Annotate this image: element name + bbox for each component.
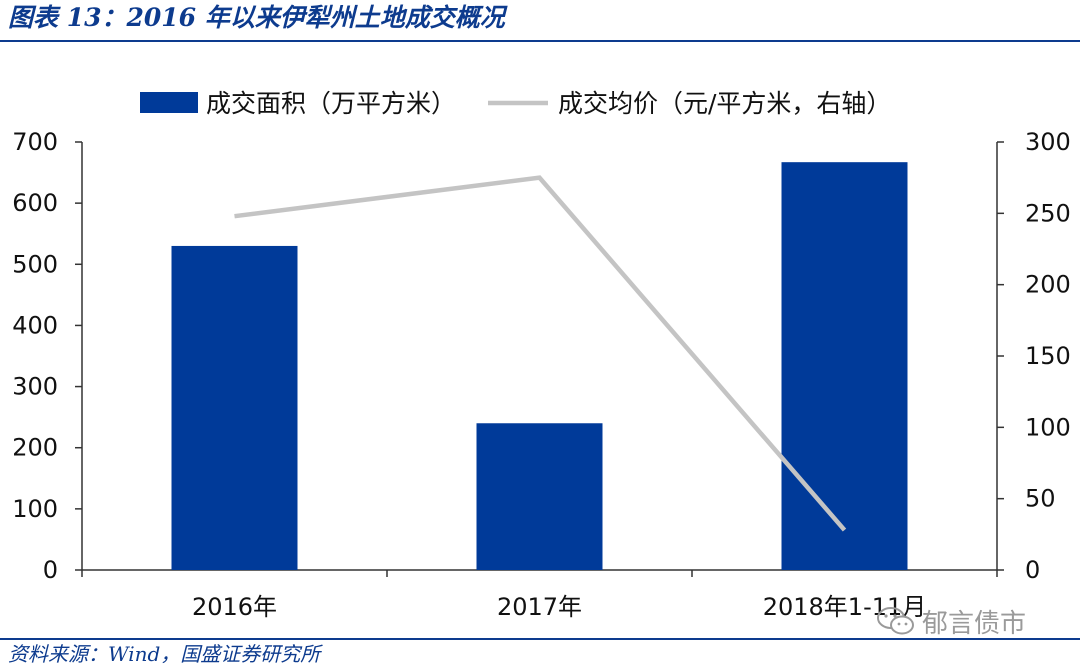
legend-bar-swatch xyxy=(140,92,198,113)
source-note: 资料来源：Wind，国盛证券研究所 xyxy=(8,642,321,666)
watermark-text: 郁言债市 xyxy=(922,608,1027,639)
wechat-icon xyxy=(877,607,914,635)
y-right-tick-label: 150 xyxy=(1025,342,1071,370)
x-tick-label: 2016年 xyxy=(192,593,277,621)
x-tick-label: 2017年 xyxy=(497,593,582,621)
y-right-tick-label: 250 xyxy=(1025,199,1071,227)
legend-line-label: 成交均价（元/平方米，右轴） xyxy=(558,89,891,118)
y-right-tick-label: 300 xyxy=(1025,128,1071,156)
bar xyxy=(171,245,298,570)
y-left-tick-label: 400 xyxy=(12,311,58,339)
y-right-tick-label: 0 xyxy=(1025,556,1040,584)
y-left-tick-label: 700 xyxy=(12,128,58,156)
y-left-tick-label: 0 xyxy=(43,556,58,584)
legend-bar-label: 成交面积（万平方米） xyxy=(206,89,456,118)
bar xyxy=(781,162,908,571)
legend: 成交面积（万平方米） 成交均价（元/平方米，右轴） xyxy=(140,89,891,118)
y-left-tick-label: 300 xyxy=(12,373,58,401)
y-left-tick-label: 200 xyxy=(12,434,58,462)
watermark: 郁言债市 xyxy=(876,601,1026,641)
footer-divider xyxy=(0,638,1080,640)
y-left-tick-label: 100 xyxy=(12,495,58,523)
y-right-tick-label: 50 xyxy=(1025,485,1056,513)
line-series xyxy=(234,175,847,532)
y-left-tick-label: 600 xyxy=(12,189,58,217)
y-right-tick-label: 200 xyxy=(1025,271,1071,299)
figure-title: 图表 13：2016 年以来伊犁州土地成交概况 xyxy=(8,3,505,32)
y-right-tick-label: 100 xyxy=(1025,413,1071,441)
combo-chart: 成交面积（万平方米） 成交均价（元/平方米，右轴） 0 100 200 300 400 5… xyxy=(12,89,1071,621)
y-left-tick-label: 500 xyxy=(12,250,58,278)
bar xyxy=(476,423,603,570)
bar-series xyxy=(171,162,908,571)
title-divider xyxy=(0,40,1080,42)
